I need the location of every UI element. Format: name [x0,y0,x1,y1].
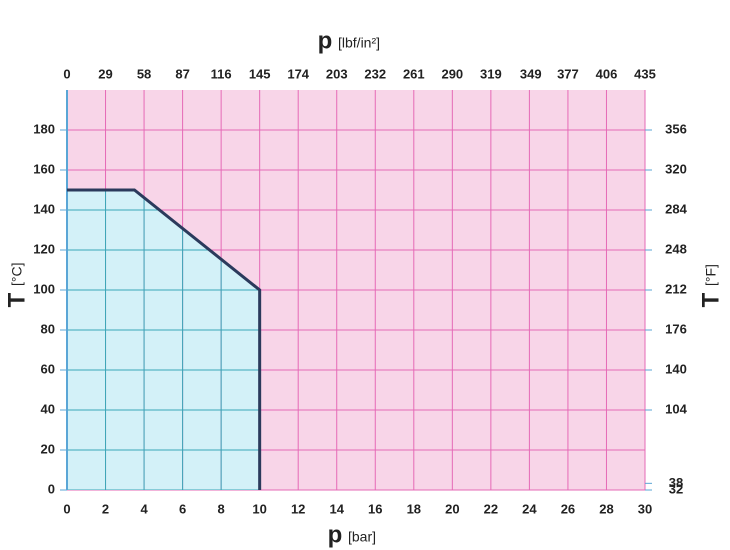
x-tick-label: 16 [368,501,382,516]
x-tick-label: 30 [638,501,652,516]
y2-tick-label: 212 [665,281,687,296]
x2-tick-label: 232 [364,66,386,81]
y-tick-label: 60 [41,361,55,376]
x2-tick-label: 349 [520,66,542,81]
x-axis-unit: [bar] [348,529,376,545]
x2-tick-label: 377 [557,66,579,81]
y-tick-label: 100 [33,281,55,296]
y-axis-unit: [°C] [9,263,25,287]
x-tick-label: 10 [252,501,266,516]
x-tick-label: 2 [102,501,109,516]
x2-tick-label: 0 [63,66,70,81]
x2-tick-label: 261 [403,66,425,81]
x2-tick-label: 290 [441,66,463,81]
x-tick-label: 14 [329,501,344,516]
x2-tick-label: 406 [596,66,618,81]
y2-tick-label: 38 [669,475,683,490]
x2-tick-label: 58 [137,66,151,81]
x2-tick-label: 319 [480,66,502,81]
x2-tick-label: 29 [98,66,112,81]
x2-tick-label: 435 [634,66,656,81]
x2-tick-label: 203 [326,66,348,81]
y-tick-label: 120 [33,241,55,256]
y-axis-label: T [3,292,30,307]
x-tick-label: 8 [218,501,225,516]
x-tick-label: 0 [63,501,70,516]
x-tick-label: 18 [407,501,421,516]
y2-tick-label: 248 [665,241,687,256]
y2-tick-label: 284 [665,201,687,216]
x-tick-label: 24 [522,501,537,516]
x-tick-label: 26 [561,501,575,516]
y-tick-label: 140 [33,201,55,216]
y-tick-label: 40 [41,401,55,416]
x2-tick-label: 174 [287,66,309,81]
y2-tick-label: 32 [669,481,683,496]
line [67,188,262,490]
y2-axis-unit: [°F] [703,264,719,286]
area [67,190,260,490]
x-tick-label: 4 [140,501,148,516]
y-tick-label: 180 [33,121,55,136]
x2-axis-label: p [318,27,333,54]
y-tick-label: 0 [48,481,55,496]
x-tick-label: 22 [484,501,498,516]
x2-axis-unit: [lbf/in²] [338,35,380,51]
y2-tick-label: 104 [665,401,687,416]
y2-tick-label: 176 [665,321,687,336]
y2-tick-label: 356 [665,121,687,136]
y-tick-label: 20 [41,441,55,456]
x-tick-label: 6 [179,501,186,516]
x-tick-label: 20 [445,501,459,516]
y2-tick-label: 320 [665,161,687,176]
y2-axis-label: T [697,292,724,307]
x2-tick-label: 145 [249,66,271,81]
x2-tick-label: 116 [211,66,232,81]
y2-tick-label: 140 [665,361,687,376]
x-tick-label: 28 [599,501,613,516]
x2-tick-label: 87 [175,66,189,81]
y-tick-label: 160 [33,161,55,176]
y-tick-label: 80 [41,321,55,336]
x-tick-label: 12 [291,501,305,516]
x-axis-label: p [328,521,343,548]
